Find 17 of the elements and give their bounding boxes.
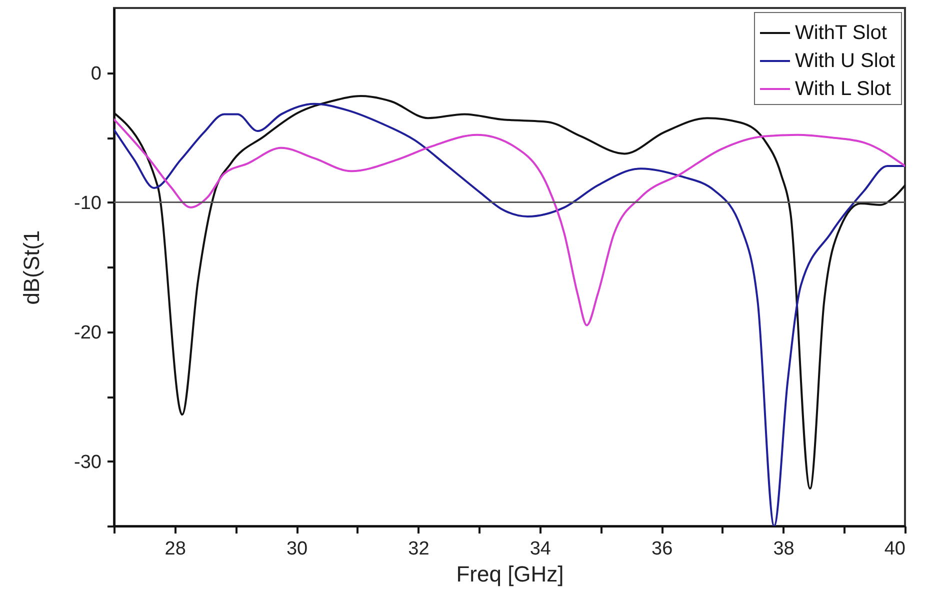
legend-label: With L Slot	[795, 78, 892, 100]
x-tick-label: 38	[773, 538, 794, 560]
y-tick-label: -30	[74, 452, 102, 473]
x-tick-label: 36	[652, 538, 673, 560]
y-tick-label: -20	[74, 322, 102, 344]
y-tick-label: 0	[90, 63, 102, 84]
y-axis-title: dB(St(1	[19, 230, 44, 305]
legend-label: WithT Slot	[795, 22, 888, 44]
legend-label: With U Slot	[795, 50, 896, 72]
y-tick-label: -10	[74, 192, 102, 214]
x-tick-label: 30	[286, 538, 308, 560]
x-tick-label: 34	[530, 538, 552, 560]
x-axis-title: Freq [GHz]	[456, 562, 564, 586]
line-series	[114, 118, 905, 326]
x-tick-label: 40	[884, 538, 906, 560]
x-tick-label: 28	[164, 538, 186, 560]
x-tick-label: 32	[408, 538, 430, 560]
